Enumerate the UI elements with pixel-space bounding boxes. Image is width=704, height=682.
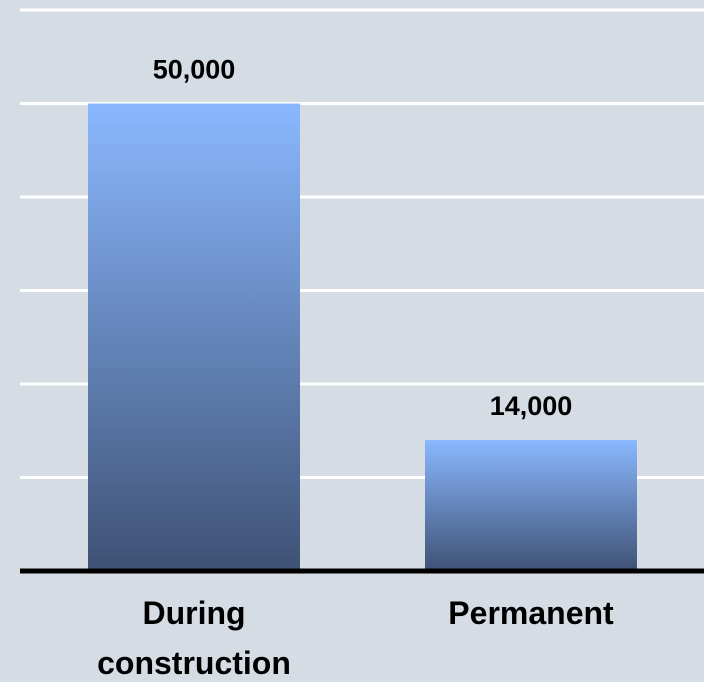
data-label-1: 14,000 xyxy=(490,391,573,421)
category-label-0-line-1: construction xyxy=(97,645,291,681)
data-label-0: 50,000 xyxy=(153,55,236,85)
category-labels: During construction Permanent xyxy=(97,595,614,681)
category-label-1-line-0: Permanent xyxy=(448,595,614,631)
bars xyxy=(88,103,637,571)
bar-0 xyxy=(88,103,300,571)
category-label-0-line-0: During xyxy=(142,595,245,631)
bar-1 xyxy=(425,440,637,571)
data-labels: 50,000 14,000 xyxy=(153,55,573,422)
